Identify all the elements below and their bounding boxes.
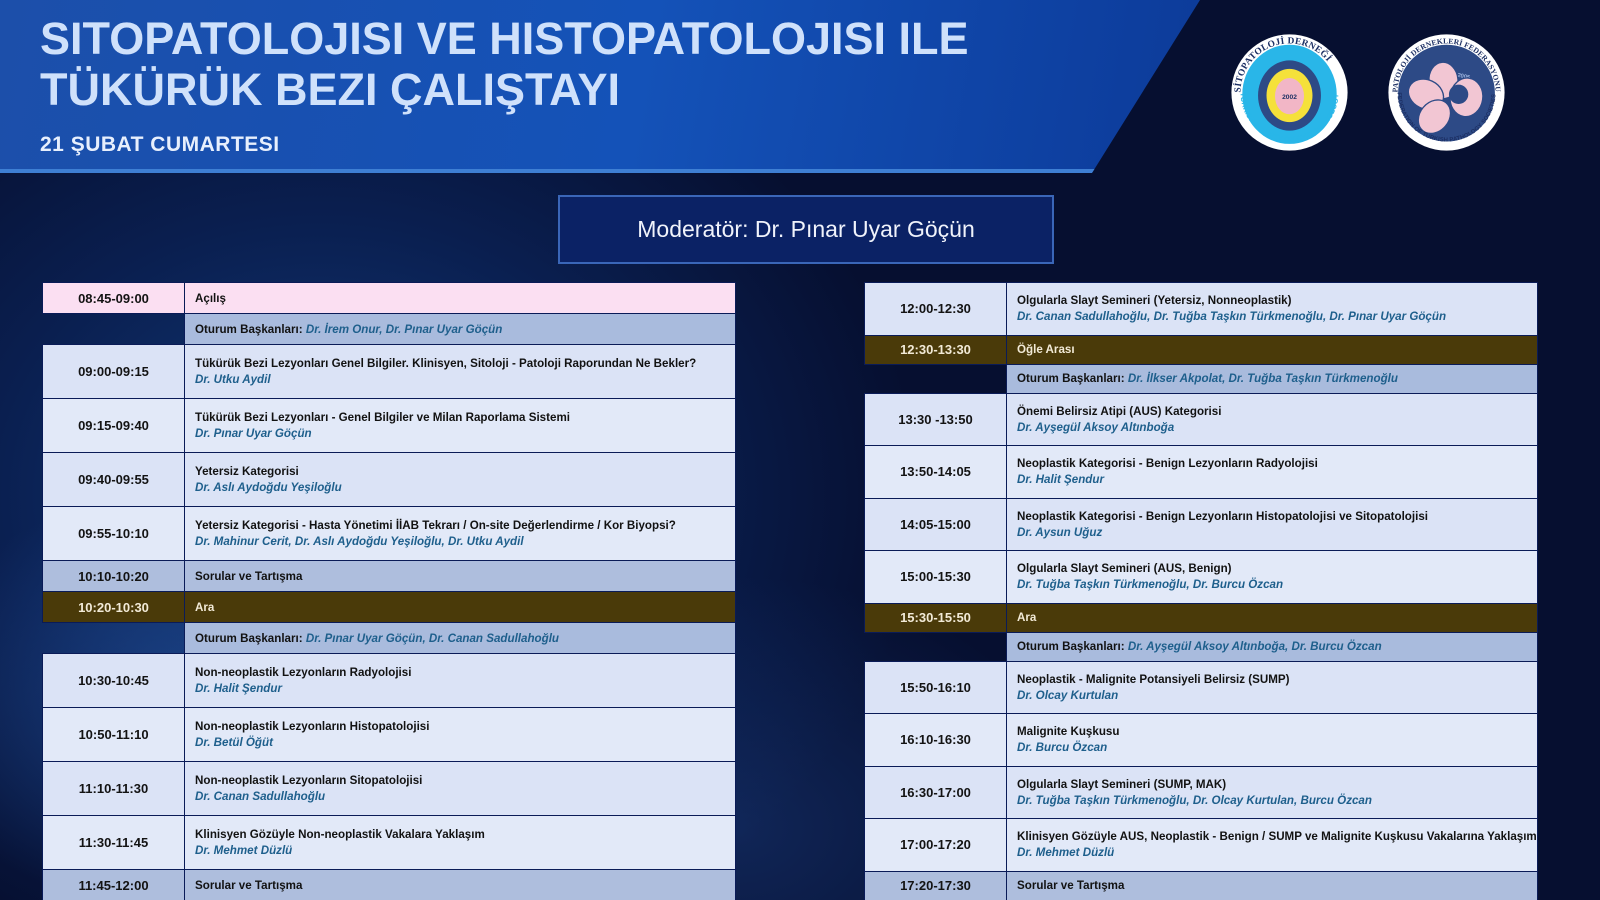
svg-text:2002: 2002 (1282, 94, 1297, 101)
